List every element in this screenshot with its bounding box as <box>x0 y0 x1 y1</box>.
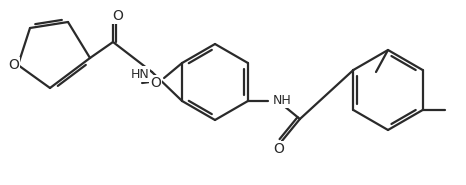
Text: O: O <box>274 142 284 156</box>
Text: NH: NH <box>273 93 292 107</box>
Text: HN: HN <box>130 68 149 80</box>
Text: O: O <box>8 58 19 72</box>
Text: O: O <box>150 76 161 90</box>
Text: O: O <box>113 9 123 23</box>
